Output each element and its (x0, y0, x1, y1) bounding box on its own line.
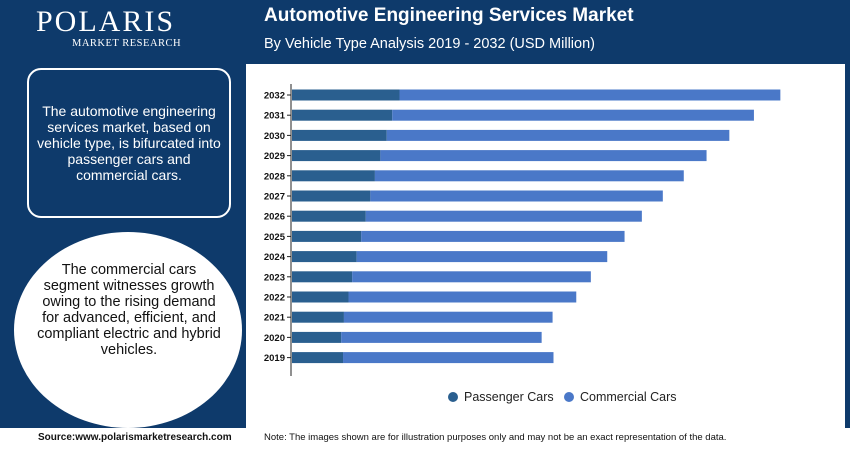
legend-label-commercial: Commercial Cars (580, 390, 677, 404)
bar-passenger-cars (292, 352, 344, 364)
chart-title: Automotive Engineering Services Market (264, 5, 634, 26)
y-tick-label: 2027 (264, 192, 285, 203)
bar-commercial-cars (365, 210, 642, 222)
bar-passenger-cars (292, 230, 362, 242)
y-tick-label: 2029 (264, 151, 285, 162)
summary-text: The automotive engineering services mark… (37, 103, 221, 183)
polaris-logo: POLARIS MARKET RESEARCH (36, 6, 204, 56)
disclaimer-note: Note: The images shown are for illustrat… (264, 432, 727, 443)
legend-commercial: Commercial Cars (564, 390, 677, 404)
legend-swatch-commercial (564, 392, 574, 402)
bar-commercial-cars (356, 251, 608, 263)
bar-commercial-cars (374, 170, 684, 182)
y-tick-label: 2019 (264, 353, 285, 364)
y-tick-label: 2021 (264, 313, 286, 324)
bar-commercial-cars (361, 230, 625, 242)
source-text: Source:www.polarismarketresearch.com (38, 432, 232, 443)
highlight-circle (14, 232, 242, 428)
y-tick-label: 2031 (264, 111, 286, 122)
bar-commercial-cars (386, 129, 730, 141)
bar-chart: 2032 2031 2030 2029 2028 2027 2026 2025 2024 2023… (264, 84, 781, 376)
chart-subtitle: By Vehicle Type Analysis 2019 - 2032 (US… (264, 36, 595, 52)
chart-area: 2032 2031 2030 2029 2028 2027 2026 2025 2024 2023… (246, 64, 845, 428)
y-tick-label: 2020 (264, 333, 285, 344)
footer-bar (0, 428, 850, 450)
bar-passenger-cars (292, 190, 371, 202)
bar-commercial-cars (352, 271, 591, 283)
logo-subtitle: MARKET RESEARCH (72, 38, 182, 49)
legend-label-passenger: Passenger Cars (464, 390, 554, 404)
bar-commercial-cars (348, 291, 577, 303)
y-tick-label: 2028 (264, 171, 285, 182)
bar-commercial-cars (392, 109, 754, 121)
y-tick-label: 2030 (264, 131, 285, 142)
bar-commercial-cars (343, 311, 553, 323)
bar-passenger-cars (292, 150, 381, 162)
y-tick-label: 2025 (264, 232, 286, 243)
bar-passenger-cars (292, 251, 357, 263)
logo-wordmark: POLARIS (36, 5, 176, 38)
bar-commercial-cars (380, 150, 707, 162)
legend-swatch-passenger (448, 392, 458, 402)
bar-passenger-cars (292, 291, 349, 303)
y-tick-label: 2022 (264, 293, 285, 304)
bar-passenger-cars (292, 170, 375, 182)
bar-commercial-cars (399, 89, 781, 101)
bar-passenger-cars (292, 129, 387, 141)
y-tick-label: 2023 (264, 272, 285, 283)
bar-passenger-cars (292, 210, 366, 222)
bar-passenger-cars (292, 89, 400, 101)
bar-passenger-cars (292, 311, 344, 323)
bar-passenger-cars (292, 271, 353, 283)
y-tick-label: 2026 (264, 212, 285, 223)
bar-commercial-cars (343, 352, 554, 364)
bar-commercial-cars (370, 190, 663, 202)
bar-passenger-cars (292, 331, 342, 343)
legend-passenger: Passenger Cars (448, 390, 554, 404)
highlight-text: The commercial cars segment witnesses gr… (37, 262, 221, 358)
y-tick-label: 2032 (264, 91, 285, 102)
y-tick-label: 2024 (264, 252, 286, 263)
bar-passenger-cars (292, 109, 393, 121)
bar-commercial-cars (341, 331, 542, 343)
summary-box: The automotive engineering services mark… (27, 68, 231, 218)
